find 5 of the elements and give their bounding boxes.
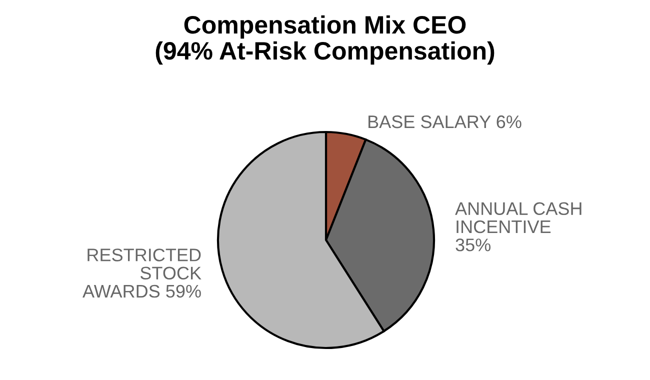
chart-title: Compensation Mix CEO (94% At-Risk Compensation) <box>156 15 494 65</box>
slice-label: RESTRICTED STOCK AWARDS 59% <box>82 248 202 298</box>
data-label: 35% <box>456 238 491 252</box>
slice-label: ANNUAL CASH INCENTIVE <box>455 202 582 234</box>
slice-label: BASE SALARY 6% <box>368 115 522 128</box>
